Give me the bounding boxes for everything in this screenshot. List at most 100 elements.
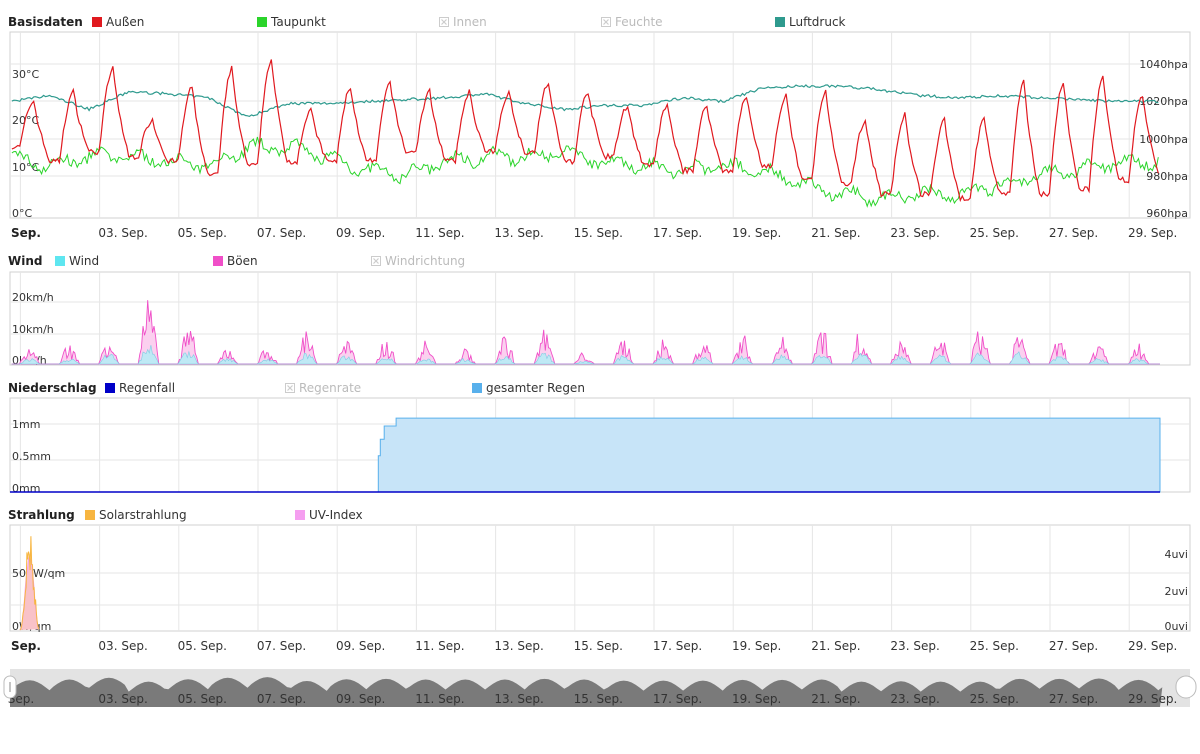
x-axis-top-tick-label: 05. Sep. (178, 226, 227, 240)
legend-swatch (257, 17, 267, 27)
legend-disabled-x-icon (287, 385, 293, 391)
x-axis-bottom-tick-label: 29. Sep. (1128, 639, 1177, 653)
x-axis-top-tick-label: 25. Sep. (970, 226, 1019, 240)
legend-swatch (213, 256, 223, 266)
basis-plot-frame (9, 31, 1191, 219)
navigator-right-handle[interactable] (1175, 675, 1197, 699)
legend-swatch (55, 256, 65, 266)
legend-swatch (775, 17, 785, 27)
y-axis-right-label: 2uvi (1164, 585, 1188, 598)
y-axis-right-label: 0uvi (1164, 620, 1188, 633)
y-axis-left-label: 500W/qm (12, 567, 65, 580)
solar-plot-frame (9, 524, 1191, 632)
x-axis-bottom-tick-label: 13. Sep. (494, 639, 543, 653)
legend-item-regenrate[interactable]: Regenrate (285, 381, 362, 395)
legend-item-b-en[interactable]: Böen (213, 254, 258, 268)
x-axis-top-tick-label: 29. Sep. (1128, 226, 1177, 240)
y-axis-right-label: 1020hpa (1139, 95, 1188, 108)
legend-label[interactable]: gesamter Regen (486, 381, 585, 395)
y-axis-right-label: 1040hpa (1139, 58, 1188, 71)
navigator-tick-label: 29. Sep. (1128, 692, 1177, 706)
y-axis-left-label: 0°C (12, 207, 32, 220)
y-axis-right-label: 980hpa (1146, 170, 1188, 183)
legend-swatch (92, 17, 102, 27)
x-axis-top-tick-label: 19. Sep. (732, 226, 781, 240)
legend-disabled-x-icon (603, 19, 609, 25)
x-axis-bottom-tick-label: 17. Sep. (653, 639, 702, 653)
x-axis-bottom-tick-label: 07. Sep. (257, 639, 306, 653)
legend-item-au-en[interactable]: Außen (92, 15, 144, 29)
x-axis-bottom-tick-label: 11. Sep. (415, 639, 464, 653)
navigator-left-handle[interactable] (3, 675, 17, 699)
legend-item-feuchte[interactable]: Feuchte (601, 15, 663, 29)
y-axis-left-label: 20km/h (12, 291, 54, 304)
legend-label[interactable]: Außen (106, 15, 144, 29)
x-axis-bottom-tick-label: 15. Sep. (574, 639, 623, 653)
y-axis-left-label: 1mm (12, 418, 40, 431)
x-axis-bottom-tick-label: 05. Sep. (178, 639, 227, 653)
wind-plot-area (9, 271, 1191, 366)
legend-label[interactable]: Wind (69, 254, 99, 268)
navigator[interactable]: Sep. 03. Sep. 05. Sep. 07. Sep. 09. Sep. 11. … (3, 669, 1197, 707)
series-line-solarstrahlung (19, 536, 40, 631)
y-axis-left-label: 10km/h (12, 323, 54, 336)
legend-swatch (105, 383, 115, 393)
legend-swatch (295, 510, 305, 520)
navigator-tick-label: 05. Sep. (178, 692, 227, 706)
y-axis-right-label: 960hpa (1146, 207, 1188, 220)
series-area-wind (11, 344, 1160, 365)
navigator-series-area (9, 677, 1163, 707)
series-area-gesamter-regen (376, 417, 1161, 493)
series-line-aussen (11, 59, 1159, 203)
legend-label[interactable]: Regenfall (119, 381, 175, 395)
legend-item-solarstrahlung[interactable]: Solarstrahlung (85, 508, 187, 522)
navigator-tick-label: 25. Sep. (970, 692, 1019, 706)
y-axis-right-label: 1000hpa (1139, 133, 1188, 146)
legend-label[interactable]: Böen (227, 254, 258, 268)
x-axis-bottom-tick-label: 23. Sep. (890, 639, 939, 653)
legend-item-windrichtung[interactable]: Windrichtung (371, 254, 466, 268)
navigator-tick-label: 11. Sep. (415, 692, 464, 706)
solar-plot-area (9, 524, 1191, 632)
series-line-luftdruck (11, 84, 1159, 118)
legend-item-taupunkt[interactable]: Taupunkt (257, 15, 326, 29)
legend-label[interactable]: Luftdruck (789, 15, 846, 29)
legend-label[interactable]: Regenrate (299, 381, 361, 395)
navigator-tick-label: 21. Sep. (811, 692, 860, 706)
x-axis-top-start-label: Sep. (11, 226, 41, 240)
legend-item-regenfall[interactable]: Regenfall (105, 381, 175, 395)
y-axis-left-label: 0.5mm (12, 450, 51, 463)
navigator-right-handle-icon[interactable] (1175, 675, 1197, 699)
wind-plot-frame (9, 271, 1191, 366)
solar-panel-title: Strahlung (8, 508, 75, 522)
x-axis-bottom-tick-label: 19. Sep. (732, 639, 781, 653)
legend-label[interactable]: Innen (453, 15, 487, 29)
y-axis-left-label: 0mm (12, 482, 40, 495)
x-axis-bottom-start-label: Sep. (11, 639, 41, 653)
legend-item-gesamter-regen[interactable]: gesamter Regen (472, 381, 585, 395)
legend-label[interactable]: Feuchte (615, 15, 663, 29)
x-axis-top-tick-label: 11. Sep. (415, 226, 464, 240)
legend-item-innen[interactable]: Innen (439, 15, 487, 29)
legend-item-uv-index[interactable]: UV-Index (295, 508, 363, 522)
x-axis-top-tick-label: 27. Sep. (1049, 226, 1098, 240)
legend-label[interactable]: Windrichtung (385, 254, 465, 268)
legend-label[interactable]: Taupunkt (270, 15, 326, 29)
legend-label[interactable]: Solarstrahlung (99, 508, 187, 522)
x-axis-bottom-tick-label: 21. Sep. (811, 639, 860, 653)
navigator-tick-label: 19. Sep. (732, 692, 781, 706)
basis-plot-area (9, 31, 1191, 219)
x-axis-top-tick-label: 21. Sep. (811, 226, 860, 240)
legend-disabled-x-icon (441, 19, 447, 25)
navigator-tick-label: 07. Sep. (257, 692, 306, 706)
legend-label[interactable]: UV-Index (309, 508, 363, 522)
basis-panel-title: Basisdaten (8, 15, 83, 29)
legend-item-luftdruck[interactable]: Luftdruck (775, 15, 846, 29)
x-axis-bottom-tick-label: 03. Sep. (98, 639, 147, 653)
y-axis-right-label: 4uvi (1164, 548, 1188, 561)
navigator-tick-label: 03. Sep. (98, 692, 147, 706)
legend-item-wind[interactable]: Wind (55, 254, 99, 268)
x-axis-bottom-tick-label: 25. Sep. (970, 639, 1019, 653)
